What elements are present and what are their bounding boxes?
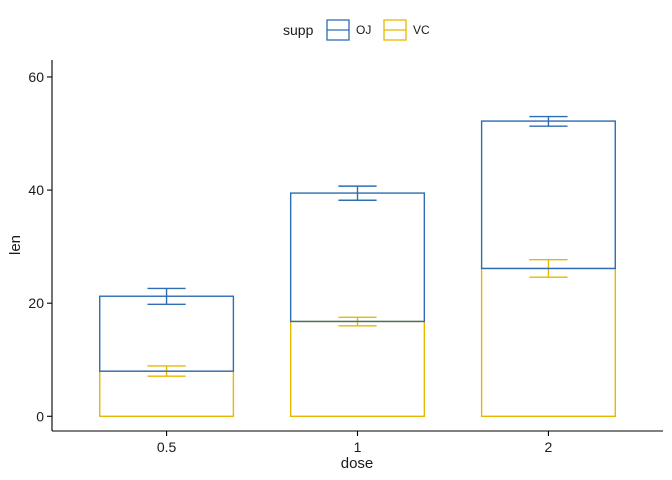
bar-vc-3 [480,267,616,417]
bar-oj-1 [99,295,235,372]
legend: supp OJ VC [283,19,430,41]
bar-vc-2 [289,320,426,417]
x-tick-label: 2 [545,439,553,455]
x-tick-label: 0.5 [157,439,177,455]
legend-label-oj: OJ [356,23,371,37]
y-axis-label: len [7,235,24,255]
bar-oj-2 [289,192,426,323]
bar-oj-3 [480,120,616,270]
legend-label-vc: VC [413,23,430,37]
plot-area [99,115,616,417]
x-tick-label: 1 [354,439,362,455]
x-axis-label: dose [341,455,374,472]
legend-title: supp [283,22,314,38]
y-tick-label: 0 [36,408,44,424]
bar-vc-1 [99,370,235,417]
y-tick-label: 20 [28,295,44,311]
y-tick-label: 60 [28,69,44,85]
x-ticks: 0.5 1 2 [157,431,553,455]
y-ticks: 0 20 40 60 [28,69,52,424]
y-tick-label: 40 [28,182,44,198]
